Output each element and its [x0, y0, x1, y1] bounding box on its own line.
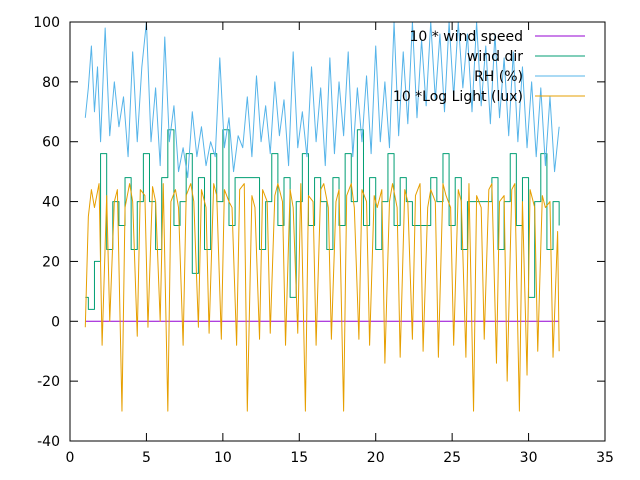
series-line-2 — [84, 21, 560, 179]
y-tick-label: 60 — [42, 135, 60, 151]
y-tick-label: -20 — [37, 374, 60, 390]
legend-label-3: 10 *Log Light (lux) — [393, 89, 523, 105]
legend: 10 * wind speed wind dir RH (%) 10 *Log Lig… — [393, 29, 585, 105]
x-tick-label: 0 — [66, 450, 75, 466]
series-layer — [84, 21, 560, 412]
x-tick-label: 5 — [142, 450, 151, 466]
legend-label-1: wind dir — [467, 49, 523, 65]
series-line-1 — [85, 129, 560, 310]
plot-frame — [69, 21, 606, 442]
x-tick-label: 35 — [596, 450, 614, 466]
legend-label-0: 10 * wind speed — [409, 29, 523, 45]
y-tick-label: 40 — [42, 195, 60, 211]
x-tick-label: 10 — [214, 450, 232, 466]
x-tick-label: 15 — [290, 450, 308, 466]
x-tick-label: 30 — [520, 450, 538, 466]
y-tick-label: 100 — [33, 15, 60, 31]
legend-label-2: RH (%) — [474, 69, 523, 85]
y-tick-label: 20 — [42, 254, 60, 270]
x-tick-label: 25 — [443, 450, 461, 466]
y-tick-label: 0 — [51, 314, 60, 330]
x-tick-label: 20 — [367, 450, 385, 466]
y-tick-label: 80 — [42, 75, 60, 91]
series-line-3 — [84, 183, 560, 412]
y-tick-label: -40 — [37, 434, 60, 450]
ticks-layer: 0 5 10 15 20 25 30 35 -40 -20 0 20 40 60 80 100 — [33, 15, 614, 466]
